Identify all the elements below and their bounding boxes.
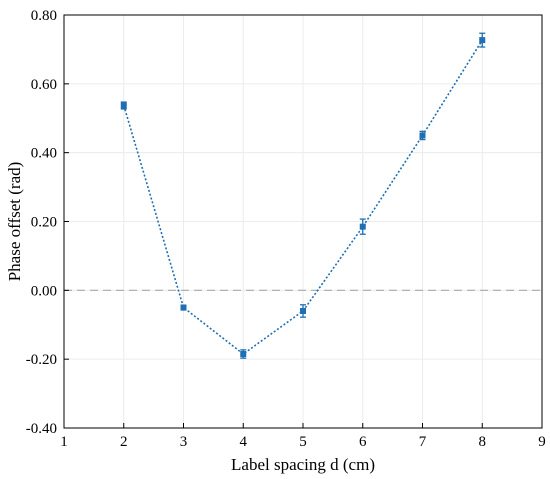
x-axis-label: Label spacing d (cm) (231, 455, 375, 474)
data-point-marker (479, 37, 486, 44)
x-tick-label: 9 (538, 434, 546, 450)
y-tick-label: 0.60 (31, 77, 57, 93)
data-point-marker (300, 307, 306, 314)
series (120, 32, 486, 359)
x-tick-label: 5 (299, 434, 307, 450)
data-point-marker (120, 102, 127, 109)
axis-ticks: 1 2 3 4 5 6 7 8 9 -0.40 -0.20 0.00 0.20 0.40 0.60 0.80 (26, 8, 546, 450)
y-tick-label: -0.40 (26, 421, 57, 437)
y-axis-label: Phase offset (rad) (5, 162, 24, 282)
y-tick-label: 0.80 (31, 8, 57, 24)
grid (63, 14, 543, 429)
y-tick-label: -0.20 (26, 352, 57, 368)
data-point-marker (359, 223, 366, 230)
x-tick-label: 4 (240, 434, 248, 450)
x-tick-label: 1 (60, 434, 68, 450)
y-tick-label: 0.00 (31, 283, 57, 299)
x-tick-label: 6 (359, 434, 367, 450)
data-point-marker (180, 304, 187, 311)
x-tick-label: 8 (479, 434, 487, 450)
data-point-marker (419, 132, 426, 139)
data-point-marker (240, 351, 247, 358)
y-tick-label: 0.40 (31, 146, 57, 162)
x-tick-label: 7 (419, 434, 427, 450)
y-tick-label: 0.20 (31, 215, 57, 231)
x-tick-label: 3 (180, 434, 188, 450)
x-tick-label: 2 (120, 434, 128, 450)
